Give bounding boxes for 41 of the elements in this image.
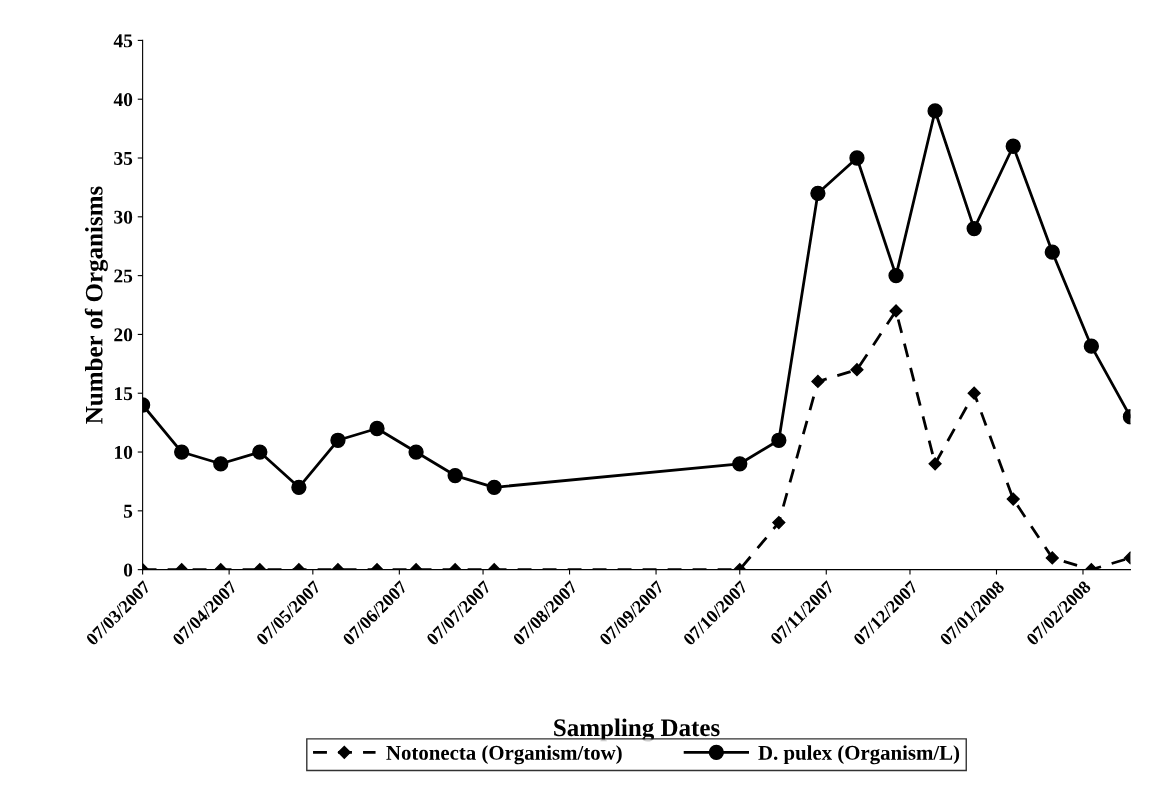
point xyxy=(966,220,982,237)
point xyxy=(850,363,864,377)
point xyxy=(927,103,943,119)
point xyxy=(1005,138,1021,154)
y-axis-title: Number of Organisms xyxy=(84,186,108,424)
point xyxy=(330,432,346,448)
y-tick-label: 45 xyxy=(113,34,133,48)
point xyxy=(888,267,904,284)
y-tick-label: 25 xyxy=(114,269,133,283)
point xyxy=(1044,244,1060,260)
y-tick-label: 40 xyxy=(113,93,133,107)
point xyxy=(408,444,424,460)
y-tick-label: 10 xyxy=(115,445,133,459)
point xyxy=(811,374,825,389)
point xyxy=(486,479,502,495)
point xyxy=(1083,338,1099,354)
point xyxy=(369,420,385,437)
point xyxy=(928,457,942,471)
point xyxy=(810,185,826,201)
legend-label: D. pulex (Organism/L) xyxy=(758,745,960,765)
point xyxy=(771,432,787,448)
point xyxy=(772,516,786,530)
y-tick-label: 5 xyxy=(123,504,133,518)
y-tick-label: 20 xyxy=(114,328,133,342)
point xyxy=(252,444,268,460)
y-tick-label: 35 xyxy=(114,151,133,165)
y-tick-label: 0 xyxy=(123,563,133,577)
point xyxy=(849,150,865,166)
point xyxy=(447,467,463,484)
point xyxy=(213,456,229,472)
point xyxy=(889,304,903,318)
legend-label: Notonecta (Organism/tow) xyxy=(386,745,622,765)
point xyxy=(1045,551,1059,565)
y-tick-label: 15 xyxy=(115,387,133,401)
point xyxy=(1006,492,1020,506)
point xyxy=(291,479,307,495)
point xyxy=(967,386,981,400)
point xyxy=(174,444,190,460)
point xyxy=(732,456,748,472)
y-tick-label: 30 xyxy=(114,210,133,224)
x-axis-title: Sampling Dates xyxy=(554,718,720,742)
